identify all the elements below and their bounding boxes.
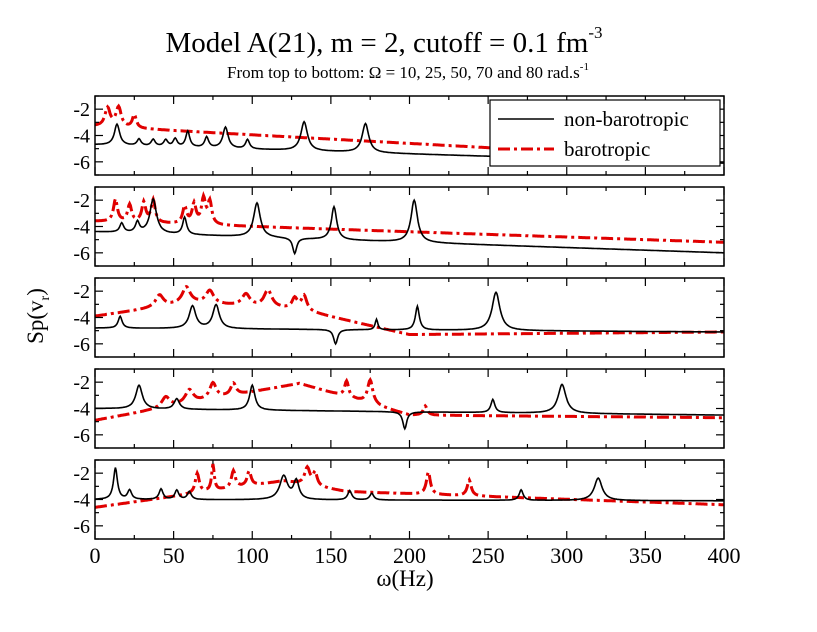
y-tick-label: -4 — [73, 217, 90, 239]
y-tick-label: -2 — [73, 190, 90, 212]
series-line-non-barotropic — [95, 467, 724, 502]
y-tick-label: -2 — [73, 463, 90, 485]
series-line-barotropic — [95, 284, 724, 336]
legend-label-non-barotropic: non-barotropic — [564, 107, 689, 131]
panel-omega-25: -2 -4 -6 — [73, 186, 725, 267]
series-line-barotropic — [95, 191, 724, 244]
series-line-non-barotropic — [95, 197, 724, 256]
y-axis-label-main: Sp(v — [23, 300, 48, 344]
y-tick-label: -4 — [73, 490, 90, 512]
x-tick-label: 250 — [472, 543, 505, 568]
y-tick-label: -6 — [73, 516, 90, 538]
x-axis-label: ω(Hz) — [376, 566, 433, 591]
y-axis-label-subscript: r — [38, 295, 53, 300]
series-line-barotropic — [95, 463, 724, 509]
panel-omega-70: -2 -4 -6 — [73, 368, 725, 449]
y-tick-label: -6 — [73, 243, 90, 265]
legend: non-barotropic barotropic — [489, 99, 721, 167]
chart-title-main: Model A(21), m = 2, cutoff = 0.1 fm — [166, 27, 589, 59]
x-tick-label: 50 — [163, 543, 185, 568]
y-axis-label: Sp(vr) — [23, 288, 53, 344]
chart-title-superscript: -3 — [588, 23, 602, 42]
chart-subtitle-main: From top to bottom: Ω = 10, 25, 50, 70 a… — [227, 63, 580, 82]
y-tick-label: -4 — [73, 308, 90, 330]
x-tick-label: 100 — [236, 543, 269, 568]
chart-subtitle-superscript: -1 — [580, 61, 589, 73]
panels: -2-4-6-2-4-6-2-4-6-2-4-6-2-4-60 50 100 150 2… — [73, 95, 741, 568]
y-tick-label: -4 — [73, 126, 90, 148]
chart-subtitle: From top to bottom: Ω = 10, 25, 50, 70 a… — [227, 61, 589, 82]
y-tick-label: -6 — [73, 152, 90, 174]
y-tick-label: -6 — [73, 334, 90, 356]
legend-label-barotropic: barotropic — [564, 137, 650, 161]
y-tick-label: -6 — [73, 425, 90, 447]
series-line-non-barotropic — [95, 383, 724, 431]
x-tick-label: 300 — [550, 543, 583, 568]
x-tick-label: 350 — [629, 543, 662, 568]
y-tick-label: -2 — [73, 372, 90, 394]
chart-title: Model A(21), m = 2, cutoff = 0.1 fm-3 — [166, 23, 603, 59]
panel-omega-80: -2 -4 -6 — [73, 459, 725, 540]
y-tick-label: -4 — [73, 399, 90, 421]
series-line-barotropic — [95, 376, 724, 422]
y-tick-label: -2 — [73, 281, 90, 303]
legend-box — [489, 99, 721, 167]
y-tick-label: -2 — [73, 99, 90, 121]
panel-omega-50: -2 -4 -6 — [73, 277, 725, 358]
series-line-non-barotropic — [95, 290, 724, 346]
panel-frame — [94, 277, 725, 358]
x-tick-label: 150 — [314, 543, 347, 568]
x-tick-label: 400 — [708, 543, 741, 568]
y-axis-label-close: ) — [23, 288, 48, 296]
x-tick-label: 0 — [90, 543, 101, 568]
x-tick-label: 200 — [393, 543, 426, 568]
